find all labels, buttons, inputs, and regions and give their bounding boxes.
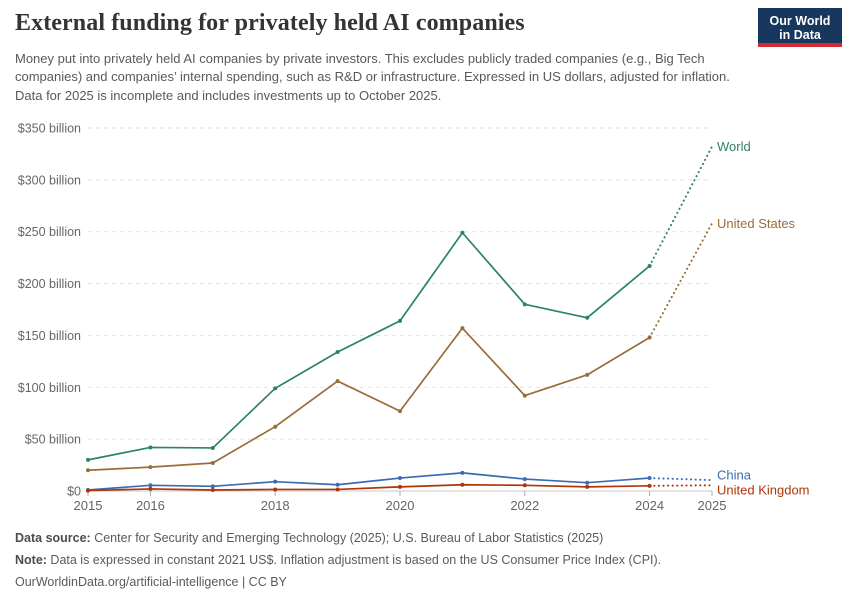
data-point-world bbox=[647, 263, 652, 268]
data-point-world bbox=[210, 445, 215, 450]
y-axis-tick-label: $0 bbox=[67, 485, 81, 499]
chart-footer: Data source: Center for Security and Eme… bbox=[15, 527, 835, 593]
y-axis-tick-label: $350 billion bbox=[18, 122, 81, 136]
data-point-united-states bbox=[522, 393, 527, 398]
series-line-world[interactable] bbox=[87, 231, 651, 461]
data-point-united-kingdom bbox=[585, 484, 590, 489]
data-point-china bbox=[647, 476, 652, 481]
data-point-world bbox=[148, 445, 153, 450]
data-point-united-kingdom bbox=[647, 483, 652, 488]
data-point-united-states bbox=[398, 409, 402, 414]
x-axis-tick-label: 2024 bbox=[635, 498, 664, 513]
data-point-united-states bbox=[335, 379, 340, 384]
x-axis-tick-label: 2025 bbox=[698, 498, 727, 513]
data-point-china bbox=[335, 482, 340, 487]
series-projection-china[interactable] bbox=[648, 477, 713, 482]
data-point-united-states bbox=[647, 335, 652, 340]
series-line-china[interactable] bbox=[87, 472, 650, 491]
data-point-united-kingdom bbox=[148, 486, 153, 491]
series-united-states[interactable] bbox=[86, 222, 713, 473]
data-point-united-states bbox=[273, 424, 278, 429]
data-point-china bbox=[398, 476, 402, 481]
data-point-world bbox=[585, 315, 590, 320]
x-axis-tick-label: 2022 bbox=[510, 498, 539, 513]
series-projection-united-kingdom[interactable] bbox=[648, 484, 713, 487]
data-point-china bbox=[148, 483, 153, 488]
series-projection-world[interactable] bbox=[648, 145, 713, 267]
x-axis-tick-label: 2018 bbox=[261, 498, 290, 513]
canonical-url-link[interactable]: OurWorldinData.org/artificial-intelligen… bbox=[15, 575, 287, 589]
y-axis-tick-label: $200 billion bbox=[18, 277, 81, 291]
data-point-united-kingdom bbox=[273, 487, 278, 492]
chart-subtitle: Money put into privately held AI compani… bbox=[15, 51, 730, 103]
data-point-united-states bbox=[585, 372, 590, 377]
line-chart: $0 $50 billion $100 billion $150 billion $20… bbox=[18, 122, 810, 514]
owid-logo-red-bar bbox=[758, 43, 842, 47]
data-point-world bbox=[522, 302, 527, 307]
owid-logo-line2: in Data bbox=[779, 27, 821, 42]
note-text: Data is expressed in constant 2021 US$. … bbox=[46, 553, 662, 567]
data-point-united-states bbox=[86, 468, 90, 473]
owid-logo-line1: Our World bbox=[769, 13, 831, 28]
data-point-china bbox=[273, 479, 278, 484]
chart-title: External funding for privately held AI c… bbox=[15, 10, 525, 36]
legend-label-world[interactable]: World bbox=[717, 139, 751, 154]
legend-label-united-kingdom[interactable]: United Kingdom bbox=[717, 483, 810, 498]
y-axis-tick-label: $50 billion bbox=[25, 433, 81, 447]
legend-label-china[interactable]: China bbox=[717, 468, 752, 483]
note-label: Note: bbox=[15, 553, 47, 567]
x-axis-tick-label: 2015 bbox=[74, 498, 103, 513]
legend-label-united-states[interactable]: United States bbox=[717, 216, 796, 231]
note-line: Note: Data is expressed in constant 2021… bbox=[15, 549, 835, 571]
datasource-line: Data source: Center for Security and Eme… bbox=[15, 527, 835, 549]
data-point-united-kingdom bbox=[210, 487, 215, 492]
data-point-united-states bbox=[460, 326, 465, 331]
data-point-china bbox=[522, 477, 527, 482]
data-point-world bbox=[398, 318, 402, 323]
series-line-united-states[interactable] bbox=[87, 327, 651, 472]
data-point-world bbox=[460, 230, 465, 235]
x-axis-tick-label: 2020 bbox=[386, 498, 415, 513]
series-line-united-kingdom[interactable] bbox=[87, 483, 650, 492]
data-point-united-kingdom bbox=[398, 484, 402, 489]
data-point-china bbox=[210, 484, 215, 489]
data-point-united-states bbox=[210, 460, 215, 465]
data-point-united-kingdom bbox=[460, 482, 465, 487]
data-point-china bbox=[460, 470, 465, 475]
data-point-united-states bbox=[148, 465, 153, 470]
y-axis-tick-label: $100 billion bbox=[18, 381, 81, 395]
x-axis-tick-label: 2016 bbox=[136, 498, 165, 513]
data-point-world bbox=[273, 386, 278, 391]
datasource-label: Data source: bbox=[15, 531, 91, 545]
data-point-united-kingdom bbox=[335, 487, 340, 492]
y-axis-tick-label: $250 billion bbox=[18, 225, 81, 239]
series-world[interactable] bbox=[86, 145, 713, 462]
data-point-world bbox=[335, 350, 340, 355]
y-axis-tick-label: $150 billion bbox=[18, 329, 81, 343]
data-point-united-kingdom bbox=[86, 488, 90, 493]
series-projection-united-states[interactable] bbox=[648, 222, 713, 339]
y-axis-tick-label: $300 billion bbox=[18, 173, 81, 187]
series-united-kingdom[interactable] bbox=[86, 482, 713, 493]
data-point-china bbox=[585, 480, 590, 485]
owid-logo[interactable]: Our World in Data bbox=[758, 8, 842, 47]
datasource-text: Center for Security and Emerging Technol… bbox=[90, 531, 604, 545]
data-point-world bbox=[86, 457, 90, 462]
data-point-united-kingdom bbox=[522, 483, 527, 488]
chart-area: $0 $50 billion $100 billion $150 billion $20… bbox=[0, 112, 850, 524]
